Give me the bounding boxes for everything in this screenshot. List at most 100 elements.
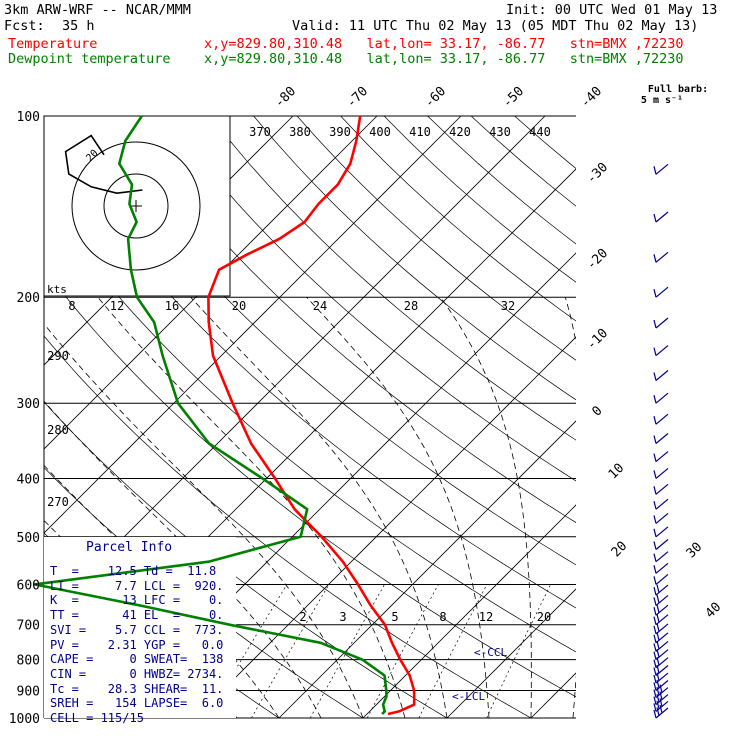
isotherm-line [194, 336, 576, 718]
isotherm-label: 20 [609, 539, 631, 561]
wind-barb [653, 370, 669, 381]
pressure-label: 100 [17, 110, 40, 125]
dry-adiabat [296, 116, 576, 361]
temperature-trace [207, 115, 416, 716]
dry-adiabat [44, 335, 532, 718]
isotherm-line [530, 672, 576, 718]
wind-barb [653, 704, 669, 719]
pressure-label: 400 [17, 472, 40, 487]
wind-barb [653, 604, 669, 616]
dry-adiabat [470, 116, 576, 207]
pressure-label: 700 [17, 619, 40, 634]
wind-barb [653, 632, 669, 644]
dry-adiabat [44, 268, 576, 698]
moist-adiabat [440, 296, 532, 718]
ccl-marker: <-CCL [474, 646, 507, 659]
wind-barb [653, 392, 669, 404]
hodograph-unit: kts [47, 283, 67, 296]
moist-adiabat [44, 400, 322, 718]
wind-barb [653, 539, 669, 550]
dry-adiabat [383, 116, 576, 283]
mixing-ratio-line [309, 584, 385, 718]
wind-barb [653, 623, 669, 635]
isotherm-line [278, 420, 576, 718]
wind-barb [653, 317, 669, 329]
mixing-ratio-line [251, 584, 330, 718]
forecast-hour: 35 h [62, 18, 95, 34]
isotherm-label: -60 [422, 84, 449, 111]
dewpoint-trace [33, 115, 388, 715]
wind-barb [653, 526, 669, 538]
parcel-info-line: CIN = 0 HWBZ= 2734. [50, 666, 224, 681]
dewpoint-location: x,y=829.80,310.48 lat,lon= 33.17, -86.77… [204, 51, 684, 67]
model-title: 3km ARW-WRF -- NCAR/MMM [4, 2, 191, 18]
isotherm-label: -80 [272, 84, 299, 111]
wind-barb [653, 573, 669, 585]
mixing-ratio-label: 12 [479, 610, 493, 624]
wind-barb [653, 211, 669, 223]
pressure-label: 600 [17, 578, 40, 593]
theta-e-label: 430 [489, 125, 511, 139]
dry-adiabat [122, 116, 576, 523]
wind-barb [653, 684, 669, 699]
pressure-label: 200 [17, 291, 40, 306]
isotherm-line [44, 116, 378, 450]
theta-label: 270 [47, 495, 69, 509]
wind-barb [653, 594, 669, 606]
parcel-info-title: Parcel Info [86, 540, 173, 555]
wind-barb [653, 562, 669, 574]
temperature-location: x,y=829.80,310.48 lat,lon= 33.17, -86.77… [204, 36, 684, 52]
init-time: Init: 00 UTC Wed 01 May 13 [506, 2, 718, 18]
wind-barb [653, 614, 669, 626]
parcel-info-line: CAPE = 0 SWEAT= 138 [50, 652, 224, 667]
dry-adiabat [166, 116, 576, 482]
dry-adiabat [253, 116, 576, 401]
wind-barb [653, 286, 669, 298]
dry-adiabat [514, 116, 576, 169]
isotherm-line [362, 504, 576, 718]
wind-barb [653, 467, 669, 479]
isotherm-label: -40 [578, 84, 605, 111]
hodograph-speed-label: 32 [501, 299, 515, 313]
parcel-info-line: SVI = 5.7 CCL = 773. [50, 622, 224, 637]
dry-adiabat [340, 116, 576, 322]
theta-e-label: 410 [409, 125, 431, 139]
moist-adiabat [190, 296, 448, 718]
theta-e-label: 380 [289, 125, 311, 139]
parcel-panel [44, 537, 236, 718]
dry-adiabat [44, 128, 576, 609]
mixing-ratio-label: 5 [391, 610, 398, 624]
dry-adiabat [427, 116, 576, 245]
theta-label: 290 [47, 349, 69, 363]
wind-barb [653, 551, 669, 563]
hodograph-speed-label: 8 [68, 299, 75, 313]
wind-barb [653, 483, 669, 495]
parcel-info-line: K = 13 LFC = 0. [50, 593, 224, 608]
parcel-info-line: CELL = 115/15 [50, 711, 144, 725]
parcel-panel-bg [44, 537, 236, 718]
hodograph-speed-label: 16 [165, 299, 179, 313]
hodograph-speed-label: 28 [404, 299, 418, 313]
mixing-ratio-label: 2 [299, 610, 306, 624]
theta-label: 280 [47, 423, 69, 437]
lcl-marker: <-LCL [452, 690, 485, 703]
full-barb-key: Full barb: 5 m s⁻¹ [641, 84, 708, 106]
theta-e-label: 420 [449, 125, 471, 139]
theta-e-label: 390 [329, 125, 351, 139]
wind-barb [653, 345, 669, 357]
isotherm-label: -20 [584, 246, 611, 273]
parcel-info-line: TT = 41 EL = 0. [50, 608, 224, 623]
dry-adiabat [79, 116, 576, 566]
hodograph-ring [71, 141, 201, 271]
dry-adiabat [209, 116, 576, 441]
dewpoint-legend: Dewpoint temperature [8, 51, 171, 67]
parcel-info-line: LI = 7.7 LCL = 920. [50, 578, 224, 593]
wind-barbs [653, 163, 669, 719]
mixing-ratio-label: 8 [439, 610, 446, 624]
dry-adiabat [44, 199, 576, 653]
moist-adiabat [44, 323, 364, 718]
isotherm-line [44, 116, 546, 618]
isotherm-line [446, 588, 576, 718]
